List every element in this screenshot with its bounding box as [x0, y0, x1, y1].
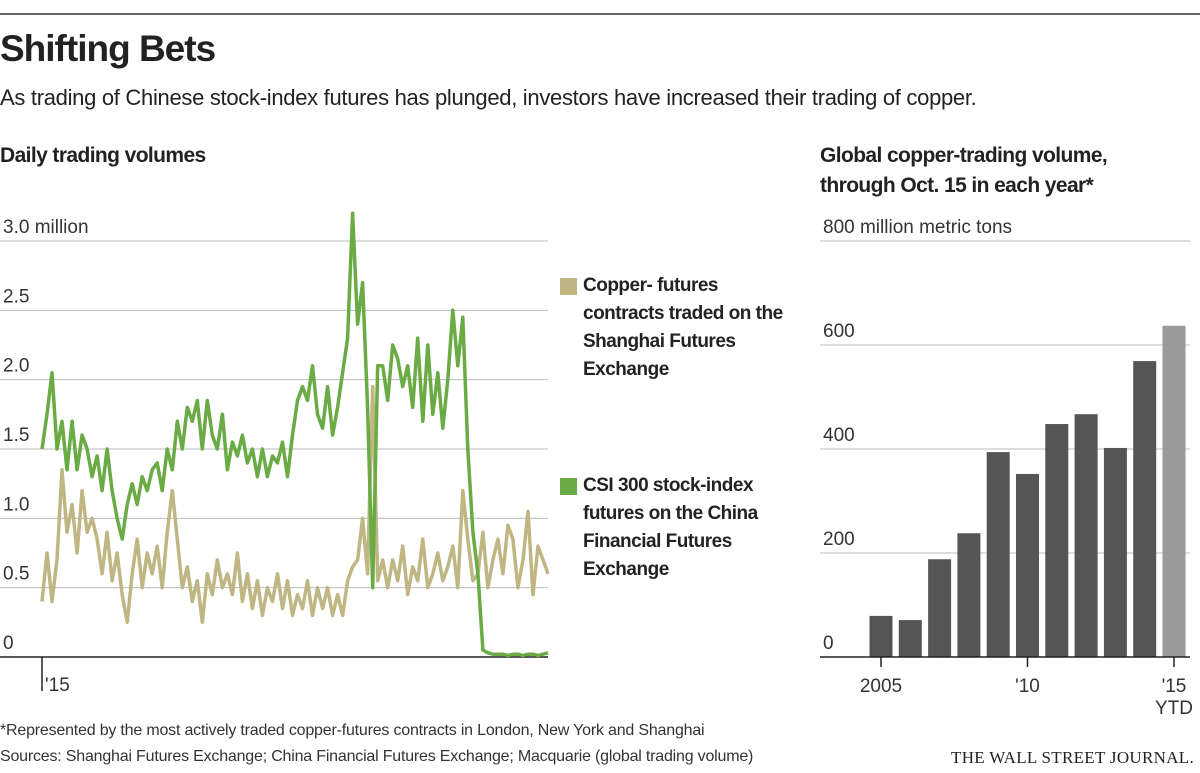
bar [1103, 447, 1127, 657]
y-tick-label: 200 [823, 529, 855, 550]
y-tick-label: 600 [823, 321, 855, 342]
subtitle: As trading of Chinese stock-index future… [0, 85, 977, 110]
bar [1045, 424, 1069, 657]
legend-swatch [560, 278, 577, 295]
credit: THE WALL STREET JOURNAL. [951, 748, 1194, 767]
y-tick-label: 800 million metric tons [823, 217, 1012, 238]
y-tick-label: 0 [3, 633, 14, 654]
series-line [40, 211, 549, 658]
x-tick-label: '15 YTD [1155, 676, 1193, 719]
bar [869, 615, 893, 657]
bar [1016, 473, 1039, 657]
legend-label: Copper- futures contracts traded on the … [583, 275, 783, 380]
chart-title: Daily trading volumes [0, 144, 206, 167]
y-tick-label: 0 [823, 633, 834, 654]
bar [1074, 414, 1098, 657]
legend-swatch [560, 478, 577, 495]
y-tick-label: 0.5 [3, 564, 29, 585]
y-tick-label: 3.0 million [3, 217, 89, 238]
y-tick-label: 2.5 [3, 286, 29, 307]
series-line [40, 384, 550, 625]
title: Shifting Bets [0, 28, 216, 69]
chart-title: through Oct. 15 in each year* [820, 174, 1094, 197]
y-tick-label: 1.0 [3, 494, 29, 515]
bar [1133, 361, 1157, 657]
x-tick-label: 2005 [859, 676, 903, 697]
footnote: *Represented by the most actively traded… [0, 722, 705, 739]
bar [898, 620, 922, 657]
bar [957, 533, 981, 657]
chart-title: Global copper-trading volume, [820, 144, 1108, 167]
legend-label: CSI 300 stock-index futures on the China… [583, 475, 758, 580]
y-tick-label: 400 [823, 425, 855, 446]
bar [928, 559, 952, 657]
bar [986, 452, 1010, 657]
source: Sources: Shanghai Futures Exchange; Chin… [0, 748, 754, 765]
y-tick-label: 2.0 [3, 356, 29, 377]
x-tick-label: '15 [45, 675, 70, 696]
x-tick-label: '10 [1015, 676, 1040, 697]
bar [1162, 325, 1186, 657]
y-tick-label: 1.5 [3, 425, 29, 446]
